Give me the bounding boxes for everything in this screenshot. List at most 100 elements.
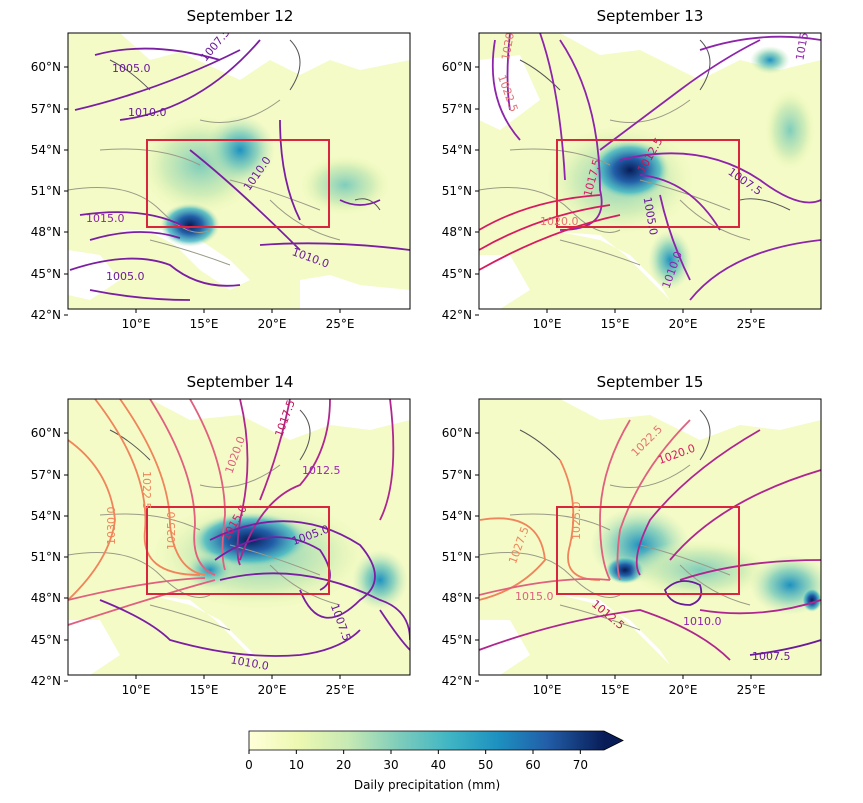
lat-tick-label: 57°N	[31, 102, 61, 116]
lat-tick-label: 45°N	[442, 267, 472, 281]
sea	[479, 399, 821, 440]
map-frame	[67, 32, 411, 310]
study-region-box	[146, 506, 330, 595]
lon-tick-label: 20°E	[669, 317, 698, 331]
lat-tick-label: 45°N	[442, 633, 472, 647]
map-panel-sep13: September 13 1020.0 1022.5 1015.0 1012.5…	[478, 7, 822, 310]
map-frame	[478, 32, 822, 310]
borders	[68, 464, 341, 631]
map-panel-sep14: September 14 1017.5 1017.5 1020.0 1022.5…	[67, 373, 411, 676]
lat-tick-label: 57°N	[442, 468, 472, 482]
lat-tick-label: 42°N	[31, 308, 61, 322]
study-region-box	[556, 139, 740, 228]
lat-tick-label: 51°N	[442, 184, 472, 198]
lat-tick-label: 51°N	[31, 550, 61, 564]
lon-tick-label: 10°E	[533, 317, 562, 331]
colorbar-extend-arrow	[604, 731, 623, 750]
lat-tick-label: 54°N	[31, 509, 61, 523]
panel-title: September 13	[597, 7, 704, 25]
colorbar-outline	[248, 730, 624, 751]
lon-tick-label: 10°E	[533, 683, 562, 697]
map-frame	[67, 398, 411, 676]
lon-tick-label: 20°E	[258, 683, 287, 697]
panel-title: September 12	[187, 7, 294, 25]
axis-ticks: 60°N 57°N 54°N 51°N 48°N 45°N 42°N 10°E 15°E 20°E…	[31, 60, 766, 697]
sea	[479, 620, 530, 675]
sea	[479, 55, 540, 130]
contour-label: 1025.0	[165, 512, 178, 551]
lat-tick-label: 60°N	[442, 60, 472, 74]
map-panel-sep12: September 12 1005.0 1007.5 1010.0 1010.0…	[67, 7, 411, 310]
pressure-contours	[99, 520, 410, 657]
precip-area	[630, 540, 770, 600]
lon-tick-label: 10°E	[122, 683, 151, 697]
lat-tick-label: 57°N	[31, 468, 61, 482]
precip-area	[205, 115, 275, 185]
lat-tick-label: 45°N	[31, 267, 61, 281]
pressure-contours	[236, 399, 395, 566]
colorbar-ticks: 0 10 20 30 40 50 60 70	[245, 750, 588, 772]
sea	[300, 275, 410, 309]
panel-title: September 15	[597, 373, 704, 391]
lat-tick-label: 57°N	[442, 102, 472, 116]
contour-label: 1020.0	[540, 215, 579, 228]
contour-label: 1012.5	[302, 464, 341, 477]
pressure-contours	[69, 39, 410, 301]
borders	[479, 99, 751, 266]
lat-tick-label: 60°N	[31, 60, 61, 74]
lat-tick-label: 48°N	[31, 225, 61, 239]
contour-label: 1010.0	[683, 615, 722, 628]
sea	[68, 620, 120, 675]
pressure-contours	[479, 459, 601, 601]
lat-tick-label: 45°N	[31, 633, 61, 647]
lon-tick-label: 25°E	[326, 317, 355, 331]
colorbar-gradient	[249, 731, 604, 750]
borders	[68, 99, 341, 266]
colorbar-tick-label: 40	[431, 758, 446, 772]
coastline	[519, 39, 791, 211]
lon-tick-label: 25°E	[326, 683, 355, 697]
lat-tick-label: 60°N	[442, 426, 472, 440]
lon-tick-label: 15°E	[190, 317, 219, 331]
precip-area	[648, 230, 692, 290]
contour-label: 1015.0	[515, 590, 554, 603]
panel-title: September 14	[187, 373, 294, 391]
lat-tick-label: 42°N	[31, 674, 61, 688]
contour-label: 1007.5	[752, 650, 791, 663]
contour-label: 1005.0	[106, 270, 145, 283]
contour-label: 1005.0	[112, 62, 151, 75]
lat-tick-label: 48°N	[442, 225, 472, 239]
map-frame	[478, 398, 822, 676]
colorbar-tick-label: 60	[525, 758, 540, 772]
lat-tick-label: 42°N	[442, 674, 472, 688]
lon-tick-label: 15°E	[601, 317, 630, 331]
lon-tick-label: 20°E	[258, 317, 287, 331]
colorbar-tick-label: 50	[478, 758, 493, 772]
contour-label: 1022.5	[140, 471, 153, 510]
coastline	[519, 409, 711, 461]
colorbar-tick-label: 20	[336, 758, 351, 772]
precip-area	[750, 46, 790, 74]
lon-tick-label: 20°E	[669, 683, 698, 697]
pressure-contours	[663, 580, 821, 656]
colorbar-tick-label: 0	[245, 758, 253, 772]
study-region-box	[146, 139, 330, 228]
lat-tick-label: 48°N	[31, 591, 61, 605]
pressure-contours	[491, 33, 821, 301]
lon-tick-label: 25°E	[737, 317, 766, 331]
pressure-contours	[479, 194, 621, 271]
pressure-contours	[68, 399, 226, 626]
lat-tick-label: 54°N	[442, 143, 472, 157]
lon-tick-label: 15°E	[601, 683, 630, 697]
sea	[68, 250, 120, 300]
lat-tick-label: 42°N	[442, 308, 472, 322]
sea	[479, 33, 821, 80]
sea	[68, 399, 410, 440]
lon-tick-label: 25°E	[737, 683, 766, 697]
lat-tick-label: 51°N	[442, 550, 472, 564]
study-region-box	[556, 506, 740, 595]
pressure-contours	[479, 419, 691, 596]
lat-tick-label: 51°N	[31, 184, 61, 198]
lon-tick-label: 15°E	[190, 683, 219, 697]
contour-label: 1030.0	[105, 507, 118, 546]
